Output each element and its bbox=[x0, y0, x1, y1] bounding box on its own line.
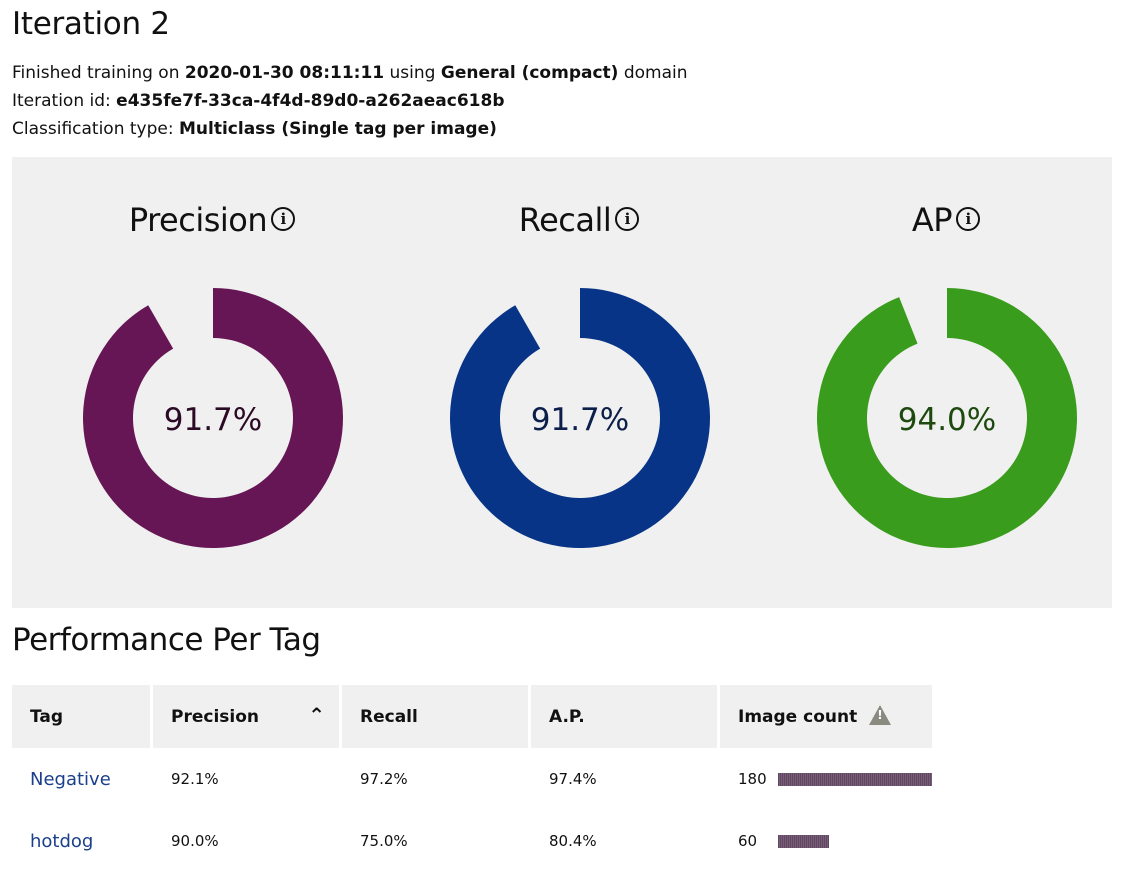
training-domain: General (compact) bbox=[440, 63, 619, 83]
image-count-bar bbox=[778, 772, 932, 786]
table-row: Negative 92.1% 97.2% 97.4% 180 bbox=[12, 748, 932, 810]
table-row: hotdog 90.0% 75.0% 80.4% 60 bbox=[12, 810, 932, 872]
info-icon[interactable]: i bbox=[615, 207, 640, 231]
classification-info: Classification type: Multiclass (Single … bbox=[12, 119, 497, 139]
recall-value: 91.7% bbox=[531, 402, 629, 438]
precision-value: 91.7% bbox=[164, 402, 262, 438]
info-icon[interactable]: i bbox=[956, 207, 981, 231]
tag-link-negative[interactable]: Negative bbox=[30, 768, 111, 790]
metric-recall: Recall i 91.7% bbox=[429, 157, 729, 608]
col-header-image-count[interactable]: Image count! bbox=[720, 685, 932, 748]
metrics-panel: Precision i 91.7% Recall i 91.7% AP i 94.0% bbox=[12, 157, 1112, 608]
metric-recall-title: Recall bbox=[518, 201, 612, 239]
ap-cell: 97.4% bbox=[549, 770, 597, 788]
ap-donut: 94.0% bbox=[817, 288, 1077, 548]
precision-cell: 92.1% bbox=[171, 770, 219, 788]
page-title: Iteration 2 bbox=[12, 6, 170, 42]
col-header-recall[interactable]: Recall bbox=[342, 685, 531, 748]
tag-link-hotdog[interactable]: hotdog bbox=[30, 830, 94, 852]
metric-ap-title: AP bbox=[911, 201, 953, 239]
precision-donut-arc bbox=[83, 288, 343, 548]
warning-icon[interactable]: ! bbox=[869, 704, 892, 725]
classification-type: Multiclass (Single tag per image) bbox=[179, 119, 497, 139]
image-count-value: 180 bbox=[738, 770, 767, 788]
image-count-value: 60 bbox=[738, 832, 758, 850]
per-tag-title: Performance Per Tag bbox=[12, 622, 321, 658]
metric-precision: Precision i 91.7% bbox=[62, 157, 362, 608]
ap-cell: 80.4% bbox=[549, 832, 597, 850]
ap-value: 94.0% bbox=[898, 402, 996, 438]
metric-precision-title: Precision bbox=[128, 201, 268, 239]
image-count-bar bbox=[778, 834, 830, 848]
col-header-ap[interactable]: A.P. bbox=[531, 685, 720, 748]
iteration-id: e435fe7f-33ca-4f4d-89d0-a262aeac618b bbox=[116, 91, 505, 111]
col-header-tag[interactable]: Tag bbox=[12, 685, 153, 748]
training-info: Finished training on 2020-01-30 08:11:11… bbox=[12, 63, 688, 83]
recall-cell: 75.0% bbox=[360, 832, 408, 850]
iteration-id-info: Iteration id: e435fe7f-33ca-4f4d-89d0-a2… bbox=[12, 91, 505, 111]
col-header-precision[interactable]: Precision ⌃ bbox=[153, 685, 342, 748]
recall-donut: 91.7% bbox=[450, 288, 710, 548]
training-date: 2020-01-30 08:11:11 bbox=[184, 63, 385, 83]
per-tag-table: Tag Precision ⌃ Recall A.P. Image count! … bbox=[12, 685, 932, 872]
ap-donut-arc bbox=[817, 288, 1077, 548]
chevron-up-icon[interactable]: ⌃ bbox=[308, 703, 325, 727]
precision-cell: 90.0% bbox=[171, 832, 219, 850]
recall-donut-arc bbox=[450, 288, 710, 548]
precision-donut: 91.7% bbox=[83, 288, 343, 548]
recall-cell: 97.2% bbox=[360, 770, 408, 788]
info-icon[interactable]: i bbox=[271, 207, 296, 231]
metric-ap: AP i 94.0% bbox=[796, 157, 1096, 608]
